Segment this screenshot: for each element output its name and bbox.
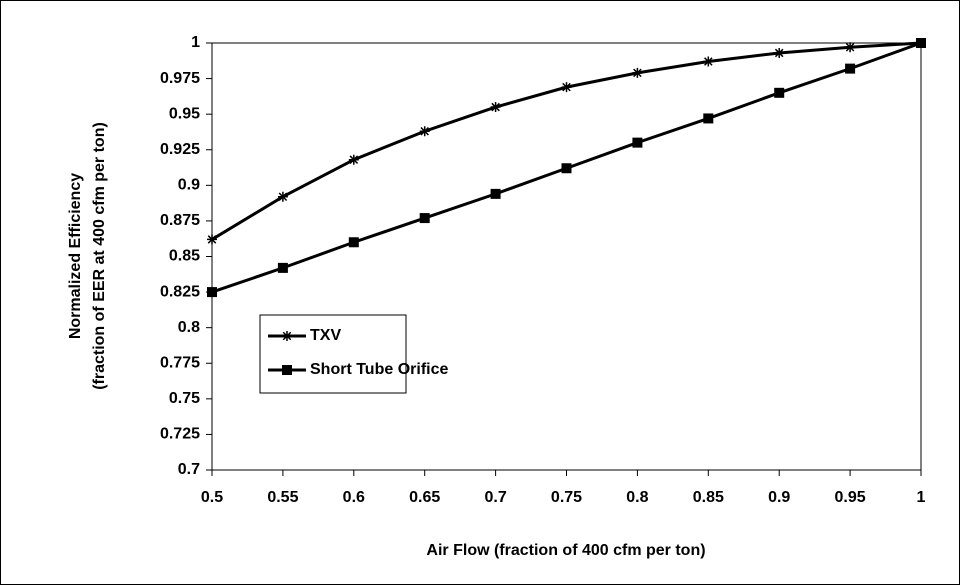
y-tick-label: 0.7 [178,461,200,478]
marker-square [774,87,785,98]
y-tick-label: 0.875 [160,212,200,229]
y-tick-label: 0.775 [160,354,200,371]
y-tick-label: 0.8 [178,319,200,336]
y-tick-label: 0.95 [169,105,200,122]
y-tick-label: 0.75 [169,390,200,407]
y-tick-label: 0.85 [169,248,200,265]
marker-star [774,47,785,58]
marker-square [282,365,292,375]
y-tick-label: 0.825 [160,283,200,300]
marker-square [277,262,288,273]
marker-square [845,63,856,74]
marker-star [490,102,501,113]
marker-square [348,237,359,248]
legend-box [259,314,407,394]
x-tick-label: 0.95 [835,489,866,506]
legend-label: Short Tube Orifice [310,361,448,378]
marker-star [207,234,217,245]
marker-star [561,82,572,93]
y-tick-label: 1 [191,34,200,51]
x-tick-label: 0.6 [343,489,365,506]
x-tick-label: 0.85 [693,489,724,506]
legend-label: TXV [310,327,341,344]
y-tick-label: 0.975 [160,70,200,87]
marker-star [282,331,292,341]
x-tick-label: 0.8 [626,489,648,506]
x-axis-label: Air Flow (fraction of 400 cfm per ton) [426,542,705,559]
y-tick-label: 0.725 [160,426,200,443]
marker-star [348,154,359,165]
marker-square [490,188,501,199]
marker-square [632,137,643,148]
x-tick-label: 0.9 [768,489,790,506]
y-axis-label: (fraction of EER at 400 cfm per ton) [91,122,108,390]
y-tick-label: 0.9 [178,177,200,194]
marker-square [561,163,572,174]
marker-square [207,287,217,298]
marker-star [845,42,856,53]
marker-square [419,213,430,224]
x-tick-label: 0.55 [267,489,298,506]
y-axis-label: Normalized Efficiency [67,173,84,339]
x-tick-label: 0.65 [409,489,440,506]
marker-star [419,126,430,137]
marker-star [703,56,714,67]
marker-star [277,191,288,202]
marker-square [703,113,714,124]
x-tick-label: 0.75 [551,489,582,506]
x-tick-label: 0.7 [484,489,506,506]
marker-star [632,67,643,78]
x-tick-label: 1 [917,489,926,506]
x-tick-label: 0.5 [201,489,223,506]
marker-square [916,38,926,48]
y-tick-label: 0.925 [160,141,200,158]
